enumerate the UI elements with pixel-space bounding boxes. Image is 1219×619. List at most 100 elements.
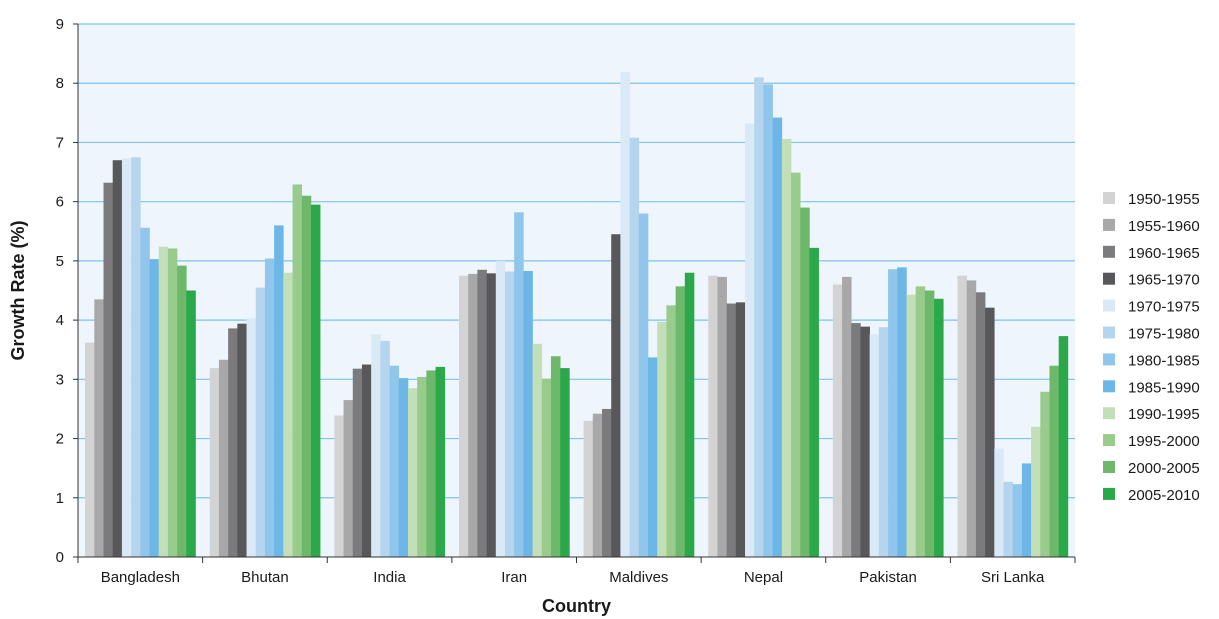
bar [274,225,284,558]
legend-swatch [1103,218,1115,231]
bar [149,259,160,557]
bar [283,272,293,557]
y-tick-label: 2 [56,431,64,448]
bar [167,248,178,557]
bars [85,71,1069,558]
bar [726,303,737,557]
bar [121,158,132,557]
bar [602,408,612,557]
bar [629,137,640,557]
bar [772,117,783,557]
y-tick-label: 7 [56,134,64,151]
bar [417,376,427,557]
bar [842,276,852,557]
bar [264,258,275,557]
legend-label: 1975-1980 [1128,326,1200,343]
bar-group-pakistan [832,267,944,557]
bar-group-nepal [708,77,819,558]
bar [985,307,995,557]
bar-group-iran [458,212,570,557]
bar [255,287,266,557]
legend-item: 1995-2000 [1103,433,1200,450]
bar [85,342,95,557]
y-tick-label: 5 [56,253,64,270]
x-tick-label: Iran [501,569,527,586]
bar-group-maldives [583,71,695,558]
legend-label: 1955-1960 [1128,218,1200,235]
legend-item: 1960-1965 [1103,245,1200,262]
x-tick-labels: Bangladesh Bhutan India Iran Maldives Nepal Pa… [101,569,1045,586]
bar [966,280,977,557]
legend-item: 2000-2005 [1103,460,1200,477]
bar [975,292,986,557]
bar [1031,426,1041,557]
bar [781,138,792,557]
bar [103,182,114,557]
bar [735,302,746,557]
x-tick-label: India [373,569,406,586]
legend-label: 1990-1995 [1128,406,1200,423]
legend-item: 1975-1980 [1103,326,1200,343]
bar [560,368,570,557]
x-tick-label: Sri Lanka [981,569,1045,586]
bar-group-bhutan [209,184,321,558]
bar [1012,484,1023,557]
bar [352,368,363,557]
bar [140,227,150,557]
legend-swatch [1103,380,1115,393]
bar [292,184,303,558]
bar [228,328,238,557]
bar [371,334,381,557]
x-tick-label: Pakistan [859,569,917,586]
legend-item: 1970-1975 [1103,299,1200,316]
bar [648,357,658,557]
bar [477,269,487,557]
bar [915,286,926,557]
bar [666,305,676,557]
bar [638,213,649,557]
legend-item: 1980-1985 [1103,352,1200,369]
y-axis-title: Growth Rate (%) [8,220,28,360]
bar [994,448,1004,557]
bar [468,273,478,557]
legend-swatch [1103,272,1115,285]
legend-swatch [1103,407,1115,420]
bar [389,365,400,557]
bar [934,298,944,557]
bar [112,160,123,557]
bar [407,388,418,557]
bar [832,284,843,557]
y-tick-label: 3 [56,371,64,388]
bar [209,368,220,557]
bar [717,276,727,557]
bar [1040,391,1050,557]
bar [514,212,524,557]
bar [800,207,810,557]
legend-swatch [1103,245,1115,258]
bar [246,318,257,557]
bar [310,204,321,557]
bar [1003,481,1013,557]
legend-label: 2005-2010 [1128,487,1200,504]
legend-label: 1980-1985 [1128,352,1200,369]
bar [791,172,801,557]
bar [177,265,187,557]
bar [186,290,196,557]
bar [523,270,533,557]
bar [218,359,229,557]
bar-group-sri-lanka [957,275,1069,557]
bar [851,323,861,557]
bar [550,356,561,557]
y-tick-label: 1 [56,490,64,507]
bar-group-india [334,334,446,557]
bar [343,400,354,557]
legend-swatch [1103,353,1115,366]
bar [592,413,603,557]
legend-swatch [1103,487,1115,500]
y-tick-label: 6 [56,194,64,211]
legend-item: 1955-1960 [1103,218,1200,235]
legend-label: 1960-1965 [1128,245,1200,262]
bar [426,370,436,557]
